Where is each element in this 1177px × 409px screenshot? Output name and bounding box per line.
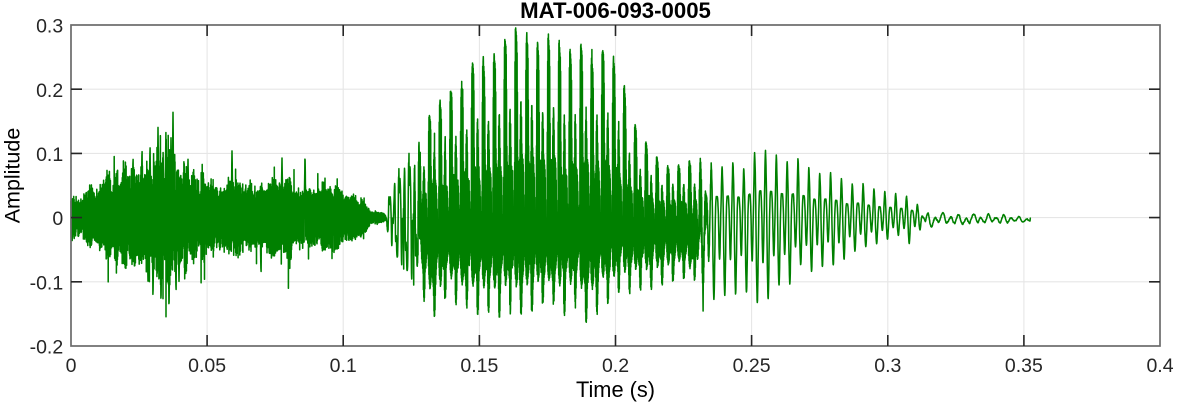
svg-text:Time (s): Time (s) <box>576 377 655 402</box>
svg-text:0.2: 0.2 <box>36 80 63 102</box>
svg-text:MAT-006-093-0005: MAT-006-093-0005 <box>520 0 711 23</box>
svg-text:0.25: 0.25 <box>733 355 771 377</box>
svg-text:0.4: 0.4 <box>1146 355 1173 377</box>
svg-text:0.1: 0.1 <box>330 355 357 377</box>
svg-text:0.1: 0.1 <box>36 144 63 166</box>
svg-text:0.3: 0.3 <box>36 16 63 38</box>
svg-text:0: 0 <box>52 208 63 230</box>
svg-text:0.3: 0.3 <box>874 355 901 377</box>
svg-text:0: 0 <box>66 355 77 377</box>
svg-text:-0.1: -0.1 <box>30 272 64 294</box>
svg-text:0.05: 0.05 <box>188 355 226 377</box>
svg-text:0.15: 0.15 <box>460 355 498 377</box>
svg-text:Amplitude: Amplitude <box>1 128 25 224</box>
svg-text:0.2: 0.2 <box>602 355 629 377</box>
svg-text:-0.2: -0.2 <box>30 337 64 359</box>
svg-text:0.35: 0.35 <box>1005 355 1043 377</box>
